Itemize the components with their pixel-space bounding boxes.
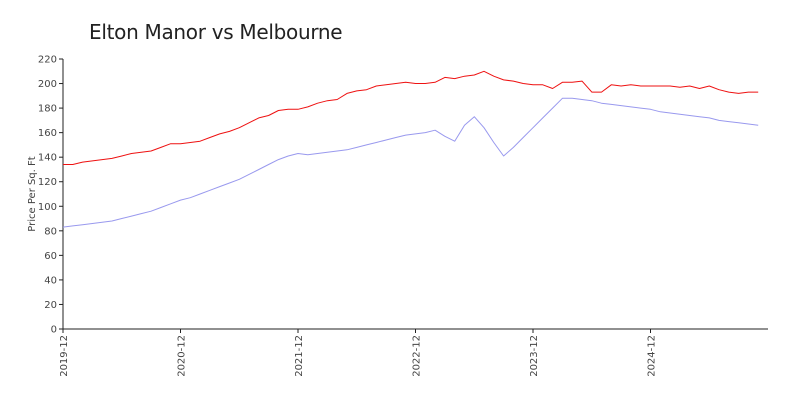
y-tick-label: 180 (38, 104, 57, 115)
series-line-1 (63, 70, 759, 165)
x-tick-label: 2021-12 (294, 335, 305, 377)
y-axis-title: Price Per Sq. Ft (27, 156, 38, 231)
y-tick-label: 200 (38, 79, 57, 90)
x-tick-label: 2024-12 (647, 335, 658, 377)
chart-title: Elton Manor vs Melbourne (89, 20, 343, 44)
y-tick-label: 140 (38, 153, 57, 164)
series (62, 70, 759, 228)
x-tick-label: 2019-12 (59, 335, 70, 377)
x-tick-label: 2023-12 (529, 335, 540, 377)
y-tick-label: 80 (44, 226, 57, 237)
x-ticks: 2019-12 2020-12 2021-12 2022-12 2023-12 2024-… (59, 329, 658, 377)
y-tick-label: 20 (44, 300, 57, 311)
x-tick-label: 2022-12 (412, 335, 423, 377)
axes (62, 59, 768, 330)
y-tick-label: 0 (51, 325, 57, 336)
y-tick-label: 220 (38, 55, 57, 66)
y-tick-label: 120 (38, 177, 57, 188)
y-tick-label: 160 (38, 128, 57, 139)
x-tick-label: 2020-12 (177, 335, 188, 377)
y-tick-label: 60 (44, 251, 57, 262)
y-tick-label: 40 (44, 275, 57, 286)
y-tick-label: 100 (38, 202, 57, 213)
series-line-2 (62, 97, 759, 228)
y-ticks: 0 20 40 60 80 100 120 140 160 180 200 220 (38, 55, 63, 336)
